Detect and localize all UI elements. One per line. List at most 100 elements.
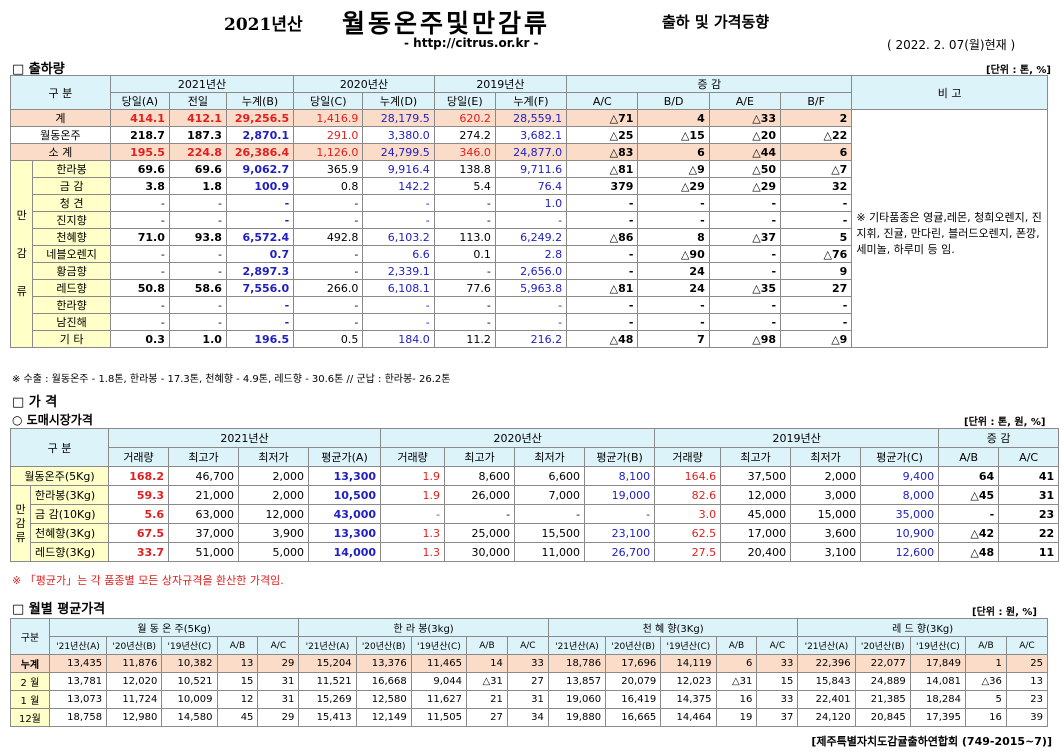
table-row: 12월 18,758 12,980 14,580 45 29 15,413 12,149 11,…: [10, 708, 1049, 727]
data-cell: 37,500: [720, 466, 792, 486]
data-cell: 5,000: [238, 542, 309, 562]
site-url[interactable]: - http://citrus.or.kr -: [404, 36, 539, 50]
data-cell: 1.8: [168, 177, 227, 195]
data-cell: 2,870.1: [225, 126, 295, 144]
data-cell: -: [293, 296, 364, 314]
data-cell: 46,700: [168, 466, 239, 486]
data-cell: 6,108.1: [362, 279, 435, 297]
column-header: 전일: [168, 92, 227, 110]
data-cell: 13,073: [48, 690, 108, 709]
column-header: A/E: [708, 92, 782, 110]
column-header: '19년산(C): [909, 636, 967, 655]
column-header: 평균가(C): [860, 447, 940, 467]
data-cell: 25: [1005, 654, 1049, 673]
shipment-unit: [단위 : 톤, %]: [986, 65, 1052, 76]
data-cell: -: [168, 313, 227, 331]
data-cell: -: [708, 262, 782, 280]
price-table: 구 분 2021년산 2020년산 2019년산 증 감 거래량 최고가 최저가 평균…: [10, 428, 1060, 562]
data-cell: -: [708, 313, 782, 331]
row-label: 한라봉(3Kg): [30, 485, 109, 505]
data-cell: -: [168, 296, 227, 314]
data-cell: 14,119: [660, 654, 717, 673]
data-cell: 6: [715, 654, 758, 673]
data-cell: 17,000: [720, 523, 792, 543]
data-cell: 9,062.7: [225, 160, 295, 178]
data-cell: 15,204: [298, 654, 357, 673]
row-label: 황금향: [32, 262, 111, 280]
data-cell: -: [362, 313, 435, 331]
table-row: 진지향 - - - - - - - - - - -: [11, 211, 1048, 229]
column-header: '20년산(B): [355, 636, 412, 655]
data-cell: -: [293, 211, 364, 229]
data-cell: 1.0: [494, 194, 568, 212]
price-footnote: ※ 「평균가」는 각 품종별 모든 상자규격을 환산한 가격임.: [12, 574, 284, 587]
row-label: 한라봉: [32, 160, 111, 178]
table-row: 금 감 3.8 1.8 100.9 0.8 142.2 5.4 76.4 379 △29 △29 32: [11, 177, 1048, 195]
data-cell: -: [566, 296, 639, 314]
data-cell: -: [362, 296, 435, 314]
data-cell: 15: [756, 672, 799, 691]
source-footer: [제주특별자치도감귤출하연합회 (749-2015~7)]: [811, 735, 1052, 748]
column-header: A/C: [998, 447, 1060, 467]
data-cell: 11.2: [433, 330, 496, 348]
data-cell: 33: [756, 690, 799, 709]
data-cell: △81: [566, 160, 639, 178]
row-label: 한라향: [32, 296, 111, 314]
data-cell: 12,023: [660, 672, 717, 691]
data-cell: 4: [637, 109, 710, 127]
data-cell: 2,339.1: [362, 262, 435, 280]
data-cell: 24,799.5: [362, 143, 435, 161]
data-cell: 25,000: [444, 523, 516, 543]
data-cell: 28,179.5: [362, 109, 435, 127]
data-cell: -: [566, 194, 639, 212]
data-cell: 164.6: [654, 466, 722, 486]
data-cell: △90: [637, 245, 710, 263]
data-cell: 1.3: [380, 542, 446, 562]
column-header: 평균가(A): [307, 447, 382, 467]
data-cell: △36: [965, 672, 1007, 691]
data-cell: 12,600: [860, 542, 940, 562]
price-unit: [단위 : 톤, 원, %]: [964, 417, 1046, 428]
column-header: '20년산(B): [854, 636, 911, 655]
data-cell: 2,656.0: [494, 262, 568, 280]
data-cell: 14,000: [307, 542, 382, 562]
data-cell: 13: [1005, 672, 1049, 691]
data-cell: 12,020: [106, 672, 163, 691]
table-row: 레드향 50.8 58.6 7,556.0 266.0 6,108.1 77.6 5,963.…: [11, 279, 1048, 297]
column-header: '19년산(C): [660, 636, 717, 655]
data-cell: -: [566, 245, 639, 263]
data-cell: 16,665: [605, 708, 662, 727]
column-header: '21년산(A): [797, 636, 856, 655]
data-cell: △7: [780, 160, 853, 178]
data-cell: 14,081: [909, 672, 967, 691]
data-cell: 3,000: [790, 485, 862, 505]
data-cell: 24: [637, 262, 710, 280]
data-cell: 9,400: [860, 466, 940, 486]
data-cell: -: [584, 504, 656, 524]
export-footnote: ※ 수출 : 월동온주 - 1.8톤, 한라봉 - 17.3톤, 천혜향 - 4…: [12, 374, 451, 385]
column-header: 거래량: [654, 447, 722, 467]
remark-header: 비 고: [851, 75, 1048, 110]
data-cell: △83: [566, 143, 639, 161]
data-cell: 2,000: [238, 466, 309, 486]
data-cell: 3.0: [654, 504, 722, 524]
data-cell: 41: [998, 466, 1060, 486]
year-header: 2021년산: [109, 75, 295, 93]
group-header: 한 라 봉(3kg): [298, 618, 549, 637]
data-cell: 9: [780, 262, 853, 280]
table-row: 2 월 13,781 12,020 10,521 15 31 11,521 16,668 9,0…: [10, 672, 1049, 691]
data-cell: 1,416.9: [293, 109, 364, 127]
data-cell: 29: [257, 708, 300, 727]
table-row: 남진해 - - - - - - - - - - -: [11, 313, 1048, 331]
data-cell: 8,600: [444, 466, 516, 486]
data-cell: 11,627: [410, 690, 468, 709]
data-cell: 3,900: [238, 523, 309, 543]
table-row: 천혜향 71.0 93.8 6,572.4 492.8 6,103.2 113.0 6,249…: [11, 228, 1048, 246]
data-cell: 62.5: [654, 523, 722, 543]
data-cell: -: [780, 313, 853, 331]
row-label: 네블오렌지: [32, 245, 111, 263]
data-cell: △9: [637, 160, 710, 178]
data-cell: 23: [1005, 690, 1049, 709]
data-cell: -: [109, 211, 170, 229]
row-label: 누계: [10, 654, 50, 673]
